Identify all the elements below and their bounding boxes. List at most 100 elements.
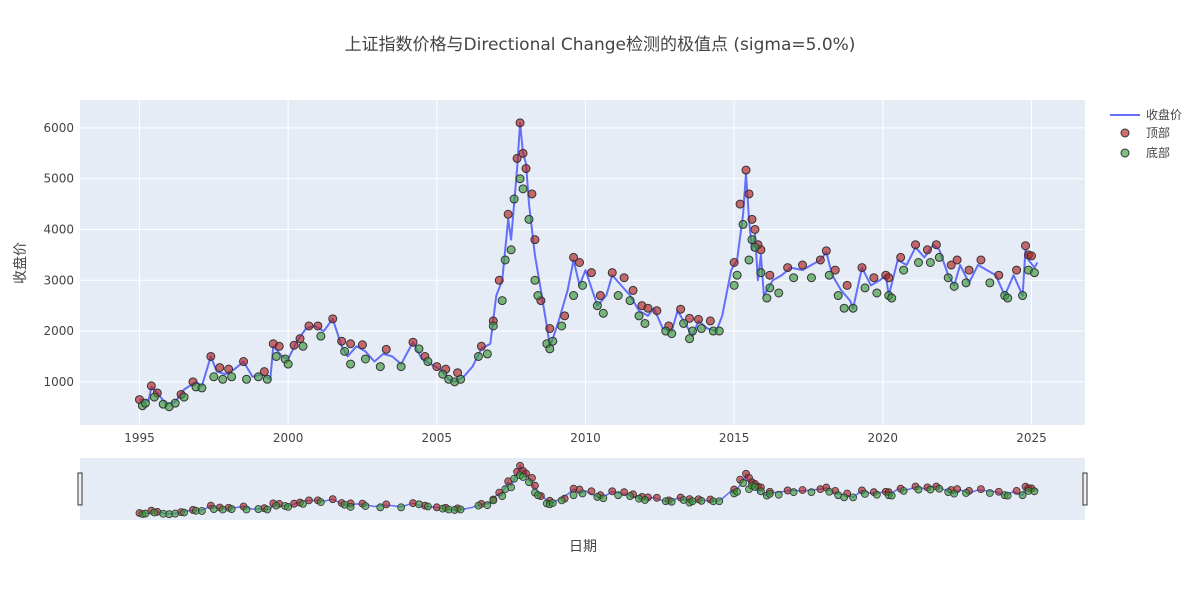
bottom-marker [533,291,543,301]
slider-bottom-marker [498,492,507,500]
bottom-marker [943,273,953,283]
bottom-marker [789,273,799,283]
top-marker [976,255,986,265]
slider-top-marker [305,496,313,505]
bottom-marker [262,374,272,384]
top-marker [206,351,216,361]
top-marker [569,252,579,262]
bottom-marker [688,326,698,336]
range-slider-right-handle[interactable] [1082,472,1088,506]
x-tick-label: 2015 [719,431,750,445]
range-slider-preview [135,461,1039,519]
slider-bottom-marker [739,479,747,487]
bottom-marker [598,308,608,318]
slider-bottom-marker [840,493,849,502]
bottom-marker [530,275,540,285]
range-slider-left-handle[interactable] [77,472,83,506]
top-marker [328,314,338,324]
bottom-marker [509,194,519,204]
top-marker [1021,241,1031,251]
bottom-marker [473,351,483,361]
top-marker [729,258,739,267]
top-marker [744,189,754,199]
bottom-marker [524,214,534,224]
top-marker [346,339,356,349]
bottom-marker [738,219,748,229]
slider-bottom-marker [489,496,498,505]
slider-top-marker [608,487,617,496]
top-marker [685,313,695,323]
legend-marker-bottom[interactable] [1120,148,1130,158]
slider-bottom-marker [757,487,765,496]
legend-label-close[interactable]: 收盘价 [1146,107,1182,122]
bottom-marker [557,321,567,331]
top-marker [545,324,555,334]
bottom-marker [696,324,706,334]
top-marker [560,311,570,321]
bottom-marker [197,383,207,393]
slider-bottom-marker [397,503,406,512]
top-marker [586,268,596,278]
top-marker [515,118,525,128]
top-marker [289,340,299,350]
slider-bottom-marker [914,485,923,494]
slider-bottom-marker [242,505,251,514]
legend-marker-top[interactable] [1120,128,1130,138]
top-marker [304,321,314,331]
slider-bottom-marker [641,496,649,504]
bottom-marker [518,184,528,194]
slider-bottom-marker [218,505,227,514]
top-marker [798,260,808,270]
bottom-marker [613,291,623,301]
slider-bottom-marker [141,509,150,518]
marker-layer [134,118,1039,412]
slider-bottom-marker [415,500,423,509]
bottom-marker [360,354,370,364]
bottom-marker [506,245,516,255]
y-axis-ticks: 1000 2000 3000 4000 5000 6000 [43,121,74,389]
slider-bottom-marker [899,486,908,495]
x-tick-label: 2020 [868,431,899,445]
slider-bottom-marker [697,496,706,505]
top-marker [575,258,585,267]
y-tick-label: 3000 [43,273,74,287]
slider-bottom-marker [525,478,533,487]
top-marker [259,367,269,377]
slider-bottom-marker [510,474,519,483]
slider-bottom-marker [751,483,759,491]
top-marker [628,285,638,295]
slider-top-marker [652,493,661,502]
slider-bottom-marker [962,489,970,497]
top-marker [530,235,540,245]
top-marker [765,270,775,280]
bottom-marker [824,270,834,280]
bottom-marker [732,270,742,280]
y-tick-label: 2000 [43,324,74,338]
bottom-marker [488,321,498,331]
bottom-marker [744,255,754,265]
legend-label-top[interactable]: 顶部 [1146,125,1170,140]
bottom-marker [271,351,281,361]
slider-bottom-marker [667,497,676,506]
top-marker [476,341,486,351]
slider-bottom-marker [578,489,587,498]
bottom-marker [961,278,971,288]
bottom-marker [934,252,944,262]
bottom-marker [438,369,448,379]
y-tick-label: 5000 [43,172,74,186]
top-marker [821,246,831,256]
bottom-marker [340,346,350,356]
top-marker [884,273,894,283]
bottom-marker [747,235,757,245]
top-marker [313,321,323,331]
top-marker [518,148,528,158]
bottom-marker [456,374,466,384]
slider-bottom-marker [150,508,159,517]
bottom-marker [839,303,849,313]
slider-bottom-marker [861,489,869,498]
legend-label-bottom[interactable]: 底部 [1146,145,1170,160]
bottom-marker [887,293,897,303]
slider-bottom-marker [474,501,483,510]
bottom-marker [774,288,784,298]
top-marker [842,280,852,290]
